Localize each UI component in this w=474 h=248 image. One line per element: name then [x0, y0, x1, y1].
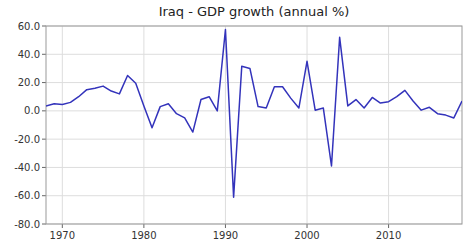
x-grid-line — [143, 26, 144, 224]
y-grid-line — [46, 195, 462, 196]
title: Iraq - GDP growth (annual %) — [159, 4, 350, 19]
y-tick — [42, 167, 46, 168]
x-tick — [62, 224, 63, 228]
x-tick-label: 1980 — [131, 230, 156, 241]
chart-svg: Iraq - GDP growth (annual %) -80.0 -60.0 -4… — [0, 0, 474, 248]
y-tick-label: -20.0 — [14, 134, 40, 145]
x-grid-line — [62, 26, 63, 224]
data-group — [46, 30, 462, 198]
x-tick — [388, 224, 389, 228]
grid — [46, 26, 462, 224]
y-tick-label: -40.0 — [14, 162, 40, 173]
y-tick — [42, 110, 46, 111]
y-tick-label: 60.0 — [18, 21, 40, 32]
y-grid-line — [46, 82, 462, 83]
y-tick — [42, 224, 46, 225]
x-grid-line — [388, 26, 389, 224]
axes: -80.0 -60.0 -40.0 -20.0 0.0 20.0 40.0 60.0 1970 1… — [14, 21, 462, 242]
x-tick — [143, 224, 144, 228]
x-grid-line — [307, 26, 308, 224]
plot-frame — [46, 26, 462, 224]
y-tick — [42, 54, 46, 55]
x-tick-label: 1990 — [213, 230, 238, 241]
y-grid-line — [46, 139, 462, 140]
y-tick-label: -80.0 — [14, 219, 40, 230]
x-tick-label: 1970 — [50, 230, 75, 241]
page: {"chart_data": {"type": "line", "title":… — [0, 0, 474, 248]
y-tick-label: 0.0 — [24, 105, 40, 116]
x-grid-line — [225, 26, 226, 224]
x-tick-label: 2000 — [294, 230, 319, 241]
x-tick — [225, 224, 226, 228]
y-tick — [42, 139, 46, 140]
y-grid-line — [46, 54, 462, 55]
y-tick-label: -60.0 — [14, 190, 40, 201]
series-line — [46, 30, 462, 198]
chart-container: Iraq - GDP growth (annual %) -80.0 -60.0 -4… — [0, 0, 474, 248]
x-tick-label: 2010 — [376, 230, 401, 241]
y-tick — [42, 26, 46, 27]
y-tick — [42, 82, 46, 83]
y-tick — [42, 195, 46, 196]
y-tick-label: 20.0 — [18, 77, 40, 88]
y-grid-line — [46, 110, 462, 111]
y-grid-line — [46, 167, 462, 168]
y-tick-label: 40.0 — [18, 49, 40, 60]
x-tick — [307, 224, 308, 228]
